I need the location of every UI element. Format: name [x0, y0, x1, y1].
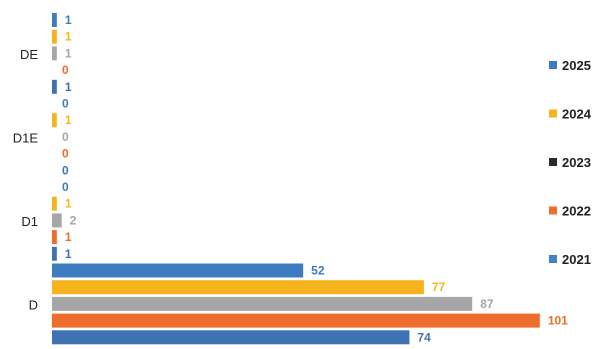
- bar-d1-2023: [52, 213, 62, 228]
- legend-label-2025: 2025: [562, 58, 591, 73]
- value-label-de-2023: 1: [65, 46, 72, 60]
- legend-swatch-2021: [549, 255, 557, 263]
- value-label-d1-2024: 1: [65, 197, 72, 211]
- legend-swatch-2022: [549, 206, 557, 215]
- legend-swatch-2024: [549, 109, 557, 118]
- value-label-de-2024: 1: [65, 30, 72, 44]
- value-label-d1e-2025: 0: [62, 97, 69, 111]
- category-label-d: D: [29, 297, 38, 312]
- value-label-d-2021: 74: [417, 330, 431, 344]
- value-label-d1e-2024: 1: [65, 113, 72, 127]
- value-label-d1e-2021: 0: [62, 163, 69, 177]
- legend-swatch-2023: [549, 158, 557, 166]
- bar-d-2021: [52, 330, 410, 345]
- bar-d-2025: [52, 263, 304, 278]
- bar-d-2024: [52, 280, 424, 295]
- legend-label-2023: 2023: [562, 155, 591, 170]
- value-label-d1-2022: 1: [65, 230, 72, 244]
- value-label-d-2025: 52: [311, 264, 325, 278]
- value-label-d1-2025: 0: [62, 180, 69, 194]
- value-label-de-2025: 1: [65, 13, 72, 27]
- bar-d-2023: [52, 296, 473, 311]
- bar-d-2022: [52, 313, 540, 328]
- category-label-d1e: D1E: [13, 130, 39, 145]
- legend: 2025 2024 2023 2022 2021: [549, 58, 592, 267]
- value-label-d1e-2022: 0: [62, 147, 69, 161]
- value-label-d1e-2023: 0: [62, 130, 69, 144]
- value-label-de-2022: 0: [62, 63, 69, 77]
- value-label-d-2022: 101: [548, 314, 568, 328]
- bars-group: [52, 13, 540, 345]
- bar-de-2024: [52, 29, 57, 44]
- value-label-d-2023: 87: [480, 297, 494, 311]
- legend-label-2022: 2022: [562, 204, 591, 219]
- legend-label-2024: 2024: [562, 107, 592, 122]
- value-label-d1-2023: 2: [70, 213, 77, 227]
- bar-de-2023: [52, 46, 57, 61]
- category-labels-group: DE D1E D1 D: [13, 47, 39, 313]
- bar-de-2025: [52, 13, 57, 27]
- category-label-d1: D1: [21, 214, 38, 229]
- value-label-d1-2021: 1: [65, 247, 72, 261]
- bar-d1-2021: [52, 246, 57, 261]
- bar-de-2021: [52, 79, 57, 94]
- value-label-de-2021: 1: [65, 80, 72, 94]
- category-label-de: DE: [20, 47, 38, 62]
- legend-label-2021: 2021: [562, 252, 591, 267]
- bar-d1e-2024: [52, 113, 57, 128]
- legend-swatch-2025: [549, 61, 557, 69]
- bar-d1-2022: [52, 230, 57, 245]
- value-label-d-2024: 77: [432, 280, 446, 294]
- bar-d1-2024: [52, 196, 57, 211]
